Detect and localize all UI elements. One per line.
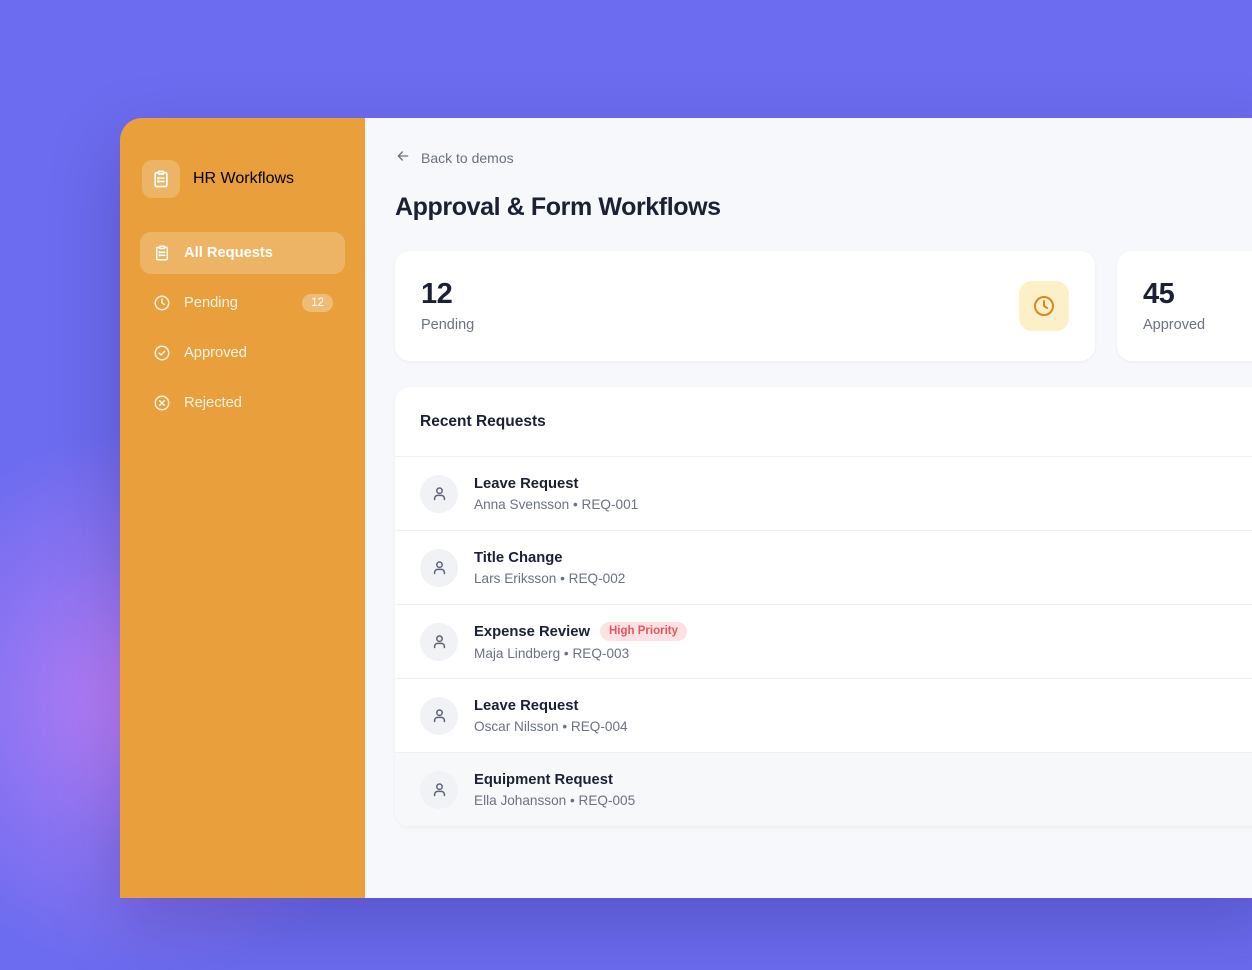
stat-text: 45 Approved: [1143, 277, 1252, 334]
request-meta: Oscar Nilsson • REQ-004: [474, 718, 628, 734]
sidebar-item-label: Pending: [184, 295, 238, 311]
stat-card-approved[interactable]: 45 Approved: [1117, 251, 1252, 361]
request-info: Equipment Request Ella Johansson • REQ-0…: [474, 772, 635, 808]
request-title: Leave Request: [474, 475, 579, 492]
request-meta: Ella Johansson • REQ-005: [474, 792, 636, 808]
avatar: [420, 622, 458, 661]
recent-requests-title: Recent Requests: [420, 412, 546, 430]
request-title: Equipment Request: [474, 771, 613, 788]
avatar: [420, 696, 458, 735]
request-row[interactable]: Expense Review High Priority Maja Lindbe…: [395, 605, 1252, 679]
sidebar-item-rejected[interactable]: Rejected: [140, 382, 345, 424]
request-title-line: Title Change: [474, 550, 625, 566]
request-info: Title Change Lars Eriksson • REQ-002: [474, 550, 625, 586]
main-content: Back to demos Approval & Form Workflows …: [365, 118, 1252, 898]
request-title-line: Equipment Request: [474, 772, 635, 788]
clock-icon: [1019, 281, 1069, 331]
x-circle-icon: [152, 394, 171, 413]
stat-text: 12 Pending: [421, 277, 1019, 334]
request-info: Leave Request Anna Svensson • REQ-001: [474, 476, 638, 512]
app-window: HR Workflows All Requests Pending: [120, 118, 1252, 898]
clipboard-icon: [142, 160, 180, 198]
sidebar-item-pending[interactable]: Pending 12: [140, 282, 345, 324]
request-meta: Lars Eriksson • REQ-002: [474, 570, 626, 586]
brand: HR Workflows: [142, 160, 345, 198]
request-row[interactable]: Leave Request Anna Svensson • REQ-001: [395, 457, 1252, 531]
request-title-line: Leave Request: [474, 698, 628, 714]
check-circle-icon: [152, 344, 171, 363]
sidebar: HR Workflows All Requests Pending: [120, 118, 365, 898]
sidebar-item-all-requests[interactable]: All Requests: [140, 232, 345, 274]
stat-card-pending[interactable]: 12 Pending: [395, 251, 1095, 361]
sidebar-badge-pending: 12: [302, 294, 333, 312]
request-title: Leave Request: [474, 697, 579, 714]
sidebar-item-label: Approved: [184, 345, 247, 361]
back-to-demos-link[interactable]: Back to demos: [395, 148, 1252, 167]
avatar: [420, 474, 458, 513]
arrow-left-icon: [395, 148, 411, 167]
sidebar-item-label: Rejected: [184, 395, 242, 411]
request-meta: Anna Svensson • REQ-001: [474, 496, 639, 512]
request-title: Expense Review: [474, 623, 590, 640]
brand-title: HR Workflows: [193, 170, 295, 187]
stat-label: Pending: [421, 317, 475, 334]
request-row[interactable]: Title Change Lars Eriksson • REQ-002: [395, 531, 1252, 605]
page-title: Approval & Form Workflows: [395, 193, 721, 221]
sidebar-item-label: All Requests: [184, 245, 273, 261]
request-row[interactable]: Equipment Request Ella Johansson • REQ-0…: [395, 753, 1252, 827]
recent-requests-header: Recent Requests: [395, 387, 1252, 457]
back-to-demos-label: Back to demos: [421, 149, 514, 166]
stat-value: 45: [1143, 277, 1175, 310]
request-title-line: Expense Review High Priority: [474, 622, 687, 641]
request-title-line: Leave Request: [474, 476, 638, 492]
recent-requests-panel: Recent Requests Leave Request Anna Svens…: [395, 387, 1252, 827]
request-title: Title Change: [474, 549, 563, 566]
avatar: [420, 548, 458, 587]
status-badge: High Priority: [599, 622, 687, 641]
clipboard-icon: [152, 244, 171, 263]
stats-row: 12 Pending 45 Approved: [395, 251, 1252, 361]
stat-value: 12: [421, 277, 453, 310]
request-row[interactable]: Leave Request Oscar Nilsson • REQ-004: [395, 679, 1252, 753]
request-info: Expense Review High Priority Maja Lindbe…: [474, 622, 687, 661]
request-meta: Maja Lindberg • REQ-003: [474, 646, 630, 661]
clock-icon: [152, 294, 171, 313]
avatar: [420, 770, 458, 809]
request-info: Leave Request Oscar Nilsson • REQ-004: [474, 698, 628, 734]
stat-label: Approved: [1143, 317, 1206, 334]
sidebar-item-approved[interactable]: Approved: [140, 332, 345, 374]
